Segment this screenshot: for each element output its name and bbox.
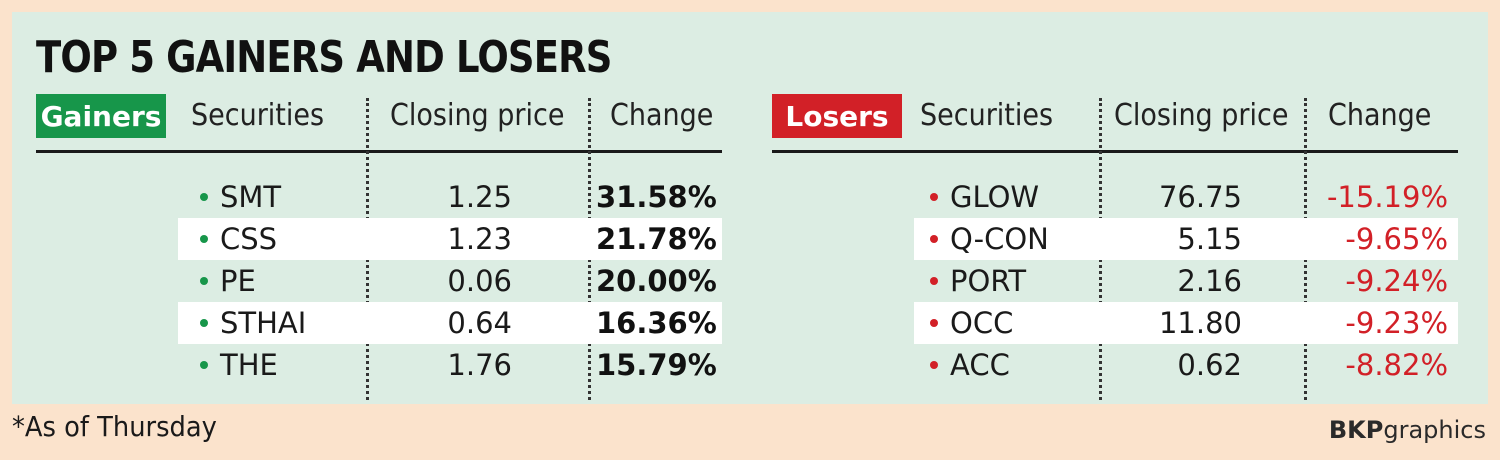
security-name: GLOW bbox=[950, 180, 1040, 214]
security-cell: GLOW bbox=[930, 176, 1039, 218]
losers-header-rule bbox=[772, 150, 1458, 153]
table-row: ACC 0.62 -8.82% bbox=[772, 344, 1458, 386]
bullet-icon bbox=[930, 319, 938, 327]
losers-change-header: Change bbox=[1328, 98, 1432, 133]
change-value: 15.79% bbox=[596, 348, 717, 382]
bullet-icon bbox=[930, 235, 938, 243]
closing-price: 76.75 bbox=[1158, 180, 1242, 214]
losers-securities-header: Securities bbox=[920, 98, 1054, 133]
security-cell: ACC bbox=[930, 344, 1010, 386]
security-name: OCC bbox=[950, 306, 1014, 340]
bullet-icon bbox=[200, 277, 208, 285]
security-cell: Q-CON bbox=[930, 218, 1049, 260]
change-value: 21.78% bbox=[596, 222, 717, 256]
footnote: *As of Thursday bbox=[12, 410, 217, 443]
closing-price: 1.25 bbox=[447, 180, 512, 214]
bullet-icon bbox=[930, 361, 938, 369]
gainers-table: Gainers Securities Closing price Change … bbox=[36, 94, 722, 400]
change-value: -9.24% bbox=[1345, 264, 1448, 298]
page-title: TOP 5 GAINERS AND LOSERS bbox=[36, 32, 612, 83]
security-name: PE bbox=[220, 264, 256, 298]
credit-bold: BKP bbox=[1328, 416, 1384, 444]
gainers-closing-header: Closing price bbox=[390, 98, 565, 133]
closing-price: 5.15 bbox=[1177, 222, 1242, 256]
bullet-icon bbox=[200, 193, 208, 201]
table-panel: TOP 5 GAINERS AND LOSERS Gainers Securit… bbox=[12, 12, 1488, 404]
bullet-icon bbox=[930, 277, 938, 285]
change-value: 20.00% bbox=[596, 264, 717, 298]
table-row: THE 1.76 15.79% bbox=[36, 344, 722, 386]
security-name: SMT bbox=[220, 180, 282, 214]
security-cell: PE bbox=[200, 260, 256, 302]
security-cell: OCC bbox=[930, 302, 1013, 344]
bullet-icon bbox=[200, 319, 208, 327]
security-name: Q-CON bbox=[950, 222, 1049, 256]
security-name: THE bbox=[220, 348, 278, 382]
table-row: Q-CON 5.15 -9.65% bbox=[772, 218, 1458, 260]
change-value: 16.36% bbox=[596, 306, 717, 340]
gainers-tag: Gainers bbox=[36, 94, 166, 138]
security-name: PORT bbox=[950, 264, 1027, 298]
losers-rows: GLOW 76.75 -15.19% Q-CON 5.15 -9.65% PORT 2.16 -… bbox=[772, 176, 1458, 386]
gainers-rows: SMT 1.25 31.58% CSS 1.23 21.78% PE 0.06 20.00% ST… bbox=[36, 176, 722, 386]
change-value: 31.58% bbox=[596, 180, 717, 214]
losers-closing-header: Closing price bbox=[1114, 98, 1289, 133]
table-row: GLOW 76.75 -15.19% bbox=[772, 176, 1458, 218]
credit: BKPgraphics bbox=[1329, 416, 1486, 444]
change-value: -8.82% bbox=[1345, 348, 1448, 382]
table-row: PE 0.06 20.00% bbox=[36, 260, 722, 302]
closing-price: 0.06 bbox=[447, 264, 512, 298]
gainers-securities-header: Securities bbox=[191, 98, 325, 133]
security-cell: CSS bbox=[200, 218, 277, 260]
table-row: CSS 1.23 21.78% bbox=[36, 218, 722, 260]
security-name: CSS bbox=[220, 222, 278, 256]
change-value: -9.23% bbox=[1345, 306, 1448, 340]
closing-price: 11.80 bbox=[1158, 306, 1242, 340]
credit-rest: graphics bbox=[1383, 416, 1486, 444]
security-name: STHAI bbox=[220, 306, 307, 340]
losers-table: Losers Securities Closing price Change G… bbox=[772, 94, 1458, 400]
closing-price: 0.64 bbox=[447, 306, 512, 340]
security-cell: STHAI bbox=[200, 302, 306, 344]
table-row: OCC 11.80 -9.23% bbox=[772, 302, 1458, 344]
table-row: SMT 1.25 31.58% bbox=[36, 176, 722, 218]
gainers-header: Gainers Securities Closing price Change bbox=[36, 94, 722, 144]
bullet-icon bbox=[200, 235, 208, 243]
security-cell: SMT bbox=[200, 176, 281, 218]
closing-price: 2.16 bbox=[1177, 264, 1242, 298]
change-value: -9.65% bbox=[1345, 222, 1448, 256]
closing-price: 0.62 bbox=[1177, 348, 1242, 382]
losers-tag: Losers bbox=[772, 94, 902, 138]
bullet-icon bbox=[200, 361, 208, 369]
gainers-change-header: Change bbox=[610, 98, 714, 133]
closing-price: 1.23 bbox=[447, 222, 512, 256]
bullet-icon bbox=[930, 193, 938, 201]
losers-header: Losers Securities Closing price Change bbox=[772, 94, 1458, 144]
security-cell: PORT bbox=[930, 260, 1026, 302]
gainers-header-rule bbox=[36, 150, 722, 153]
closing-price: 1.76 bbox=[447, 348, 512, 382]
table-row: PORT 2.16 -9.24% bbox=[772, 260, 1458, 302]
table-row: STHAI 0.64 16.36% bbox=[36, 302, 722, 344]
change-value: -15.19% bbox=[1326, 180, 1448, 214]
security-name: ACC bbox=[950, 348, 1010, 382]
security-cell: THE bbox=[200, 344, 278, 386]
